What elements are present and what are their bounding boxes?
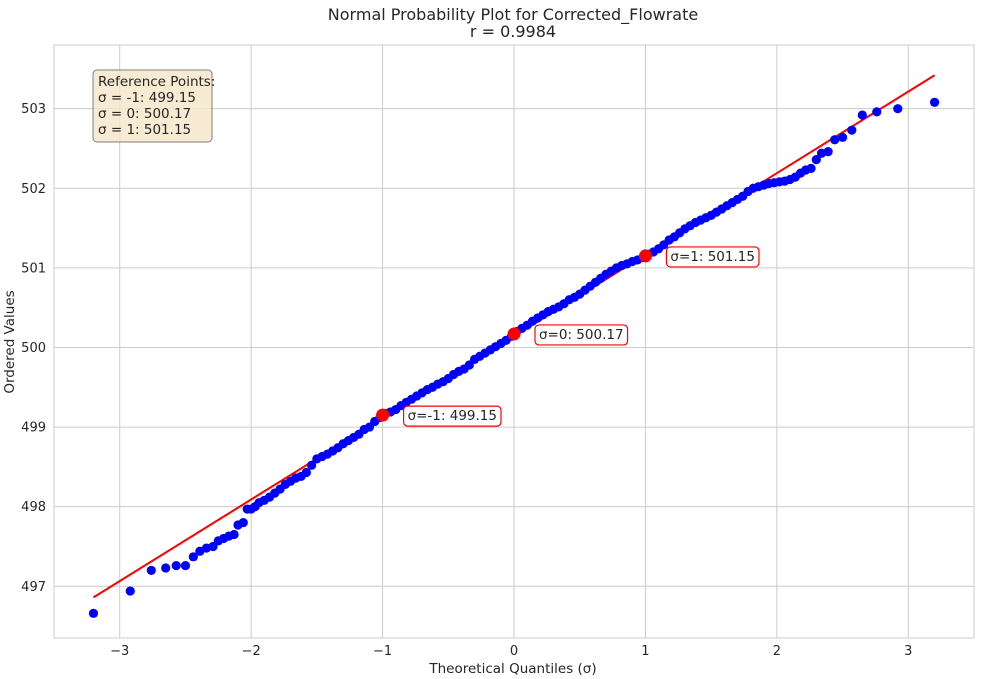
- data-point: [146, 565, 156, 575]
- x-tick-label: −2: [242, 644, 261, 659]
- reference-box: Reference Points: σ = -1: 499.15 σ = 0: …: [92, 69, 215, 143]
- x-tick-label: 3: [904, 644, 912, 659]
- y-tick-label: 501: [21, 261, 46, 276]
- reference-label: σ=-1: 499.15: [408, 408, 497, 424]
- reference-box-line: Reference Points:: [98, 74, 215, 90]
- reference-points: σ=-1: 499.15 σ=0: 500.17 σ=1: 501.15: [376, 246, 760, 427]
- plot-frame: [53, 44, 975, 639]
- reference-label: σ=0: 500.17: [539, 327, 624, 343]
- reference-label-box: [665, 246, 760, 268]
- data-point: [811, 155, 821, 165]
- data-point: [307, 460, 317, 470]
- data-point: [125, 586, 135, 596]
- y-axis-label: Ordered Values: [2, 290, 18, 393]
- x-tick-label: 0: [510, 644, 518, 659]
- reference-box-line: σ = 0: 500.17: [98, 106, 191, 122]
- y-tick-label: 499: [21, 421, 46, 436]
- grid-lines: [54, 45, 974, 638]
- data-point: [823, 147, 833, 157]
- reference-label: σ=1: 501.15: [670, 249, 755, 265]
- y-tick-label: 503: [21, 102, 46, 117]
- reference-point: [507, 327, 521, 341]
- reference-point: [376, 408, 390, 422]
- reference-box-background: [92, 69, 213, 143]
- y-tick-label: 500: [21, 341, 46, 356]
- data-point: [88, 608, 99, 618]
- data-point: [188, 552, 198, 562]
- x-axis-label: Theoretical Quantiles (σ): [428, 661, 596, 677]
- y-tick-label: 502: [21, 182, 46, 197]
- reference-box-line: σ = -1: 499.15: [98, 90, 196, 106]
- data-point: [806, 163, 816, 173]
- data-point: [847, 125, 857, 135]
- data-point: [830, 135, 840, 145]
- x-tick-label: −3: [110, 644, 129, 659]
- y-tick-label: 497: [21, 580, 46, 595]
- data-point: [161, 563, 171, 573]
- data-point: [893, 104, 903, 114]
- data-point: [929, 97, 940, 107]
- reference-label-box: [534, 324, 629, 346]
- data-point: [229, 529, 239, 540]
- data-point: [171, 560, 181, 571]
- data-point: [238, 517, 248, 528]
- data-point: [301, 467, 311, 478]
- data-point: [857, 110, 867, 120]
- reference-label-box: [402, 405, 502, 427]
- x-tick-label: 2: [773, 644, 781, 659]
- y-tick-labels: 497 498 499 500 501 502 503: [21, 102, 46, 595]
- data-point: [180, 560, 191, 571]
- x-tick-label: −1: [373, 644, 392, 659]
- data-point: [837, 132, 848, 142]
- x-tick-label: 1: [641, 644, 649, 659]
- data-points: [88, 97, 940, 618]
- chart-title: Normal Probability Plot for Corrected_Fl…: [328, 5, 698, 25]
- data-point: [872, 107, 882, 117]
- reference-point: [638, 249, 652, 263]
- y-tick-label: 498: [21, 500, 46, 515]
- x-tick-labels: −3 −2 −1 0 1 2 3: [110, 644, 912, 659]
- chart-subtitle: r = 0.9984: [470, 22, 556, 41]
- reference-box-line: σ = 1: 501.15: [98, 122, 191, 138]
